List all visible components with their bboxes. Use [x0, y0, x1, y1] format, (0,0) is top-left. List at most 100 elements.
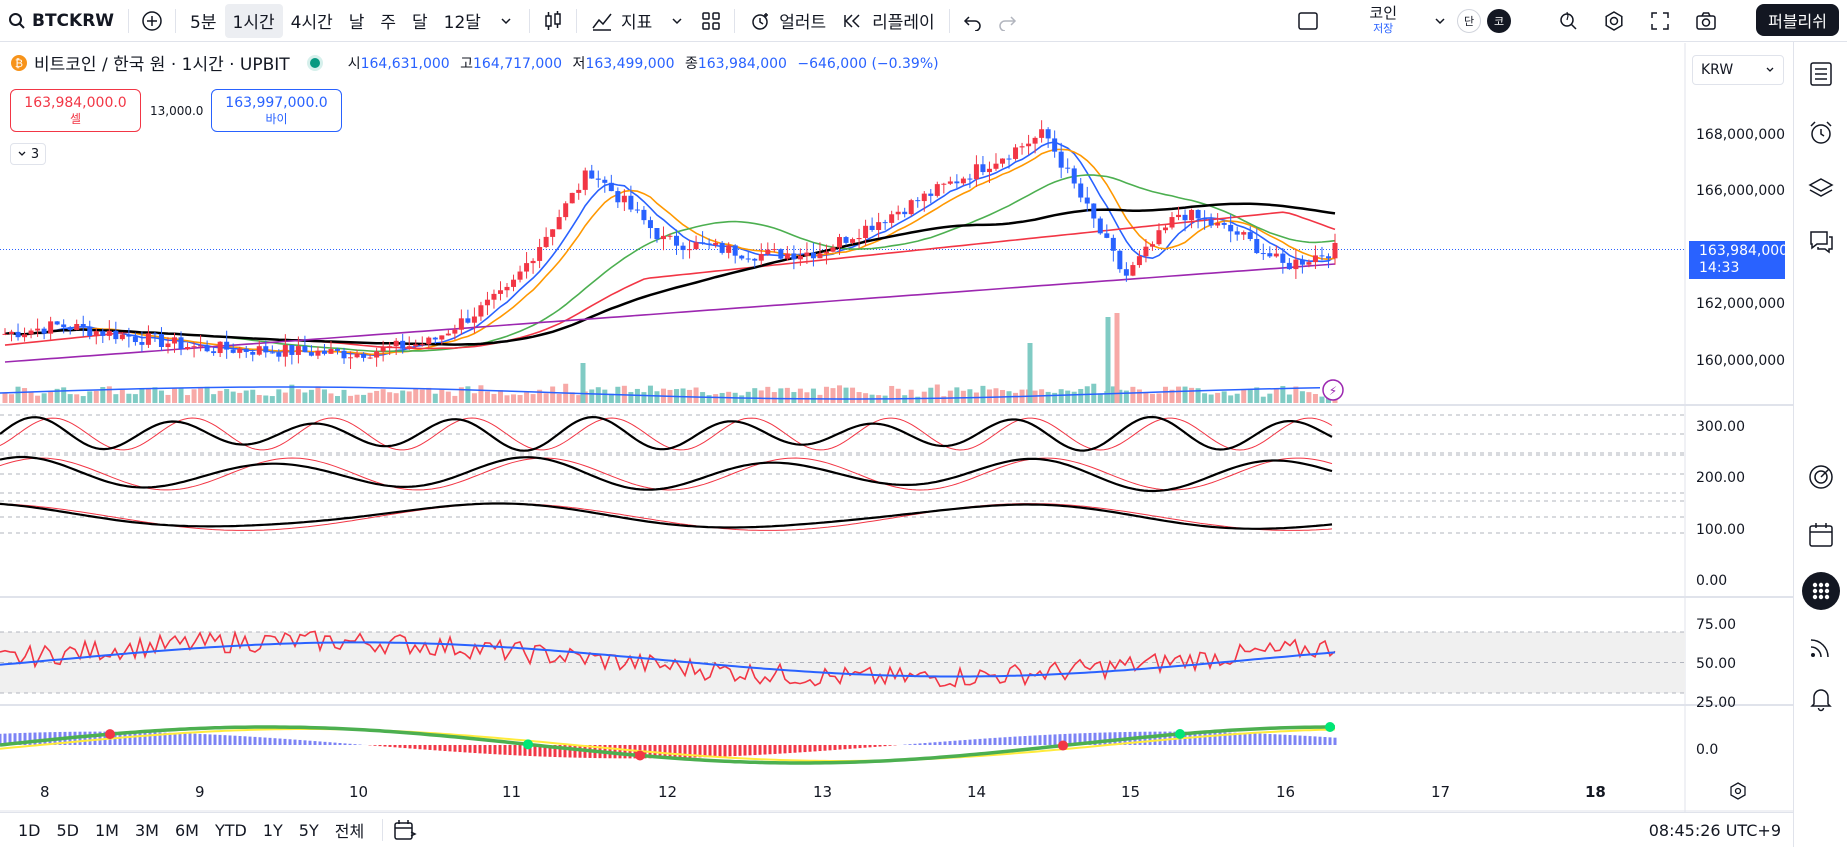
indicator-collapse-button[interactable]: 3 [10, 143, 46, 165]
price-chart[interactable]: ⚡ [0, 43, 1793, 813]
volume-bar [550, 386, 556, 403]
currency-select[interactable]: KRW [1692, 55, 1784, 85]
macd-histogram-bar [268, 737, 272, 745]
notifications-button[interactable] [1804, 682, 1838, 716]
candle-body [185, 347, 191, 350]
interval-1w[interactable]: 주 [380, 13, 397, 33]
macd-histogram-bar [748, 745, 752, 756]
interval-dropdown[interactable] [489, 4, 523, 38]
hotlist-button[interactable] [1804, 460, 1838, 494]
badge-b[interactable]: 코 [1487, 8, 1511, 33]
volume-bar [172, 388, 178, 403]
macd-histogram-bar [823, 745, 827, 751]
badge-a[interactable]: 단 [1457, 8, 1481, 33]
candle-body [1306, 262, 1312, 265]
sell-button[interactable]: 163,984,000.0 셀 [10, 89, 141, 132]
redo-button[interactable] [990, 4, 1024, 38]
volume-bar [354, 394, 360, 403]
range-1y[interactable]: 1Y [262, 820, 283, 840]
symbol-name: BTCKRW [32, 10, 115, 31]
candle-body [700, 242, 706, 244]
replay-button[interactable]: 리플레이 [834, 4, 943, 38]
macd-histogram-bar [223, 735, 227, 745]
range-ytd[interactable]: YTD [214, 820, 247, 840]
macd-histogram-bar [1223, 732, 1227, 745]
buy-button[interactable]: 163,997,000.0 바이 [211, 89, 342, 132]
grid-layout-icon [702, 11, 720, 30]
fullscreen-layout-button[interactable] [1291, 4, 1325, 38]
clock[interactable]: 08:45:26 UTC+9 [1648, 821, 1781, 840]
stream-button[interactable] [1804, 630, 1838, 664]
macd-histogram-bar [178, 733, 182, 745]
candle-body [328, 349, 334, 354]
volume-bar [1293, 386, 1299, 403]
interval-1mo[interactable]: 달 [412, 13, 428, 33]
snapshot-button[interactable] [1689, 4, 1723, 38]
quick-search-button[interactable] [1551, 4, 1585, 38]
candle-body [817, 253, 823, 259]
indicators-button[interactable]: 지표 [583, 4, 660, 38]
apps-button[interactable] [1802, 572, 1840, 610]
candle-body [74, 324, 80, 330]
volume-bar [328, 393, 334, 403]
volume-bar [1136, 389, 1142, 403]
divider [948, 8, 950, 33]
settings-button[interactable] [1597, 4, 1631, 38]
watchlist-button[interactable] [1804, 57, 1838, 91]
candle-body [1267, 253, 1273, 257]
range-6m[interactable]: 6M [174, 820, 199, 840]
macd-histogram-bar [963, 739, 967, 745]
candle-body [380, 346, 386, 352]
interval-5m[interactable]: 5분 [190, 13, 217, 33]
interval-1h[interactable]: 1시간 [224, 3, 283, 38]
axis-settings-button[interactable] [1729, 782, 1747, 804]
interval-1d[interactable]: 날 [348, 13, 365, 33]
range-5y[interactable]: 5Y [298, 820, 319, 840]
range-5d[interactable]: 5D [56, 820, 80, 840]
macd-histogram-bar [558, 745, 562, 758]
volume-bar [335, 396, 340, 403]
candle-body [67, 327, 73, 330]
range-1m[interactable]: 1M [95, 820, 119, 840]
indicators-dropdown[interactable] [660, 4, 694, 38]
macd-histogram-bar [498, 745, 502, 755]
divider [734, 8, 736, 33]
save-button[interactable]: 코인 저장 [1361, 4, 1405, 38]
range-1d[interactable]: 1D [18, 820, 41, 840]
publish-button[interactable]: 퍼블리쉬 [1756, 4, 1839, 36]
layout-button[interactable] [694, 4, 728, 38]
undo-button[interactable] [956, 4, 990, 38]
chevron-down-icon [672, 17, 682, 24]
symbol-search[interactable]: BTCKRW [0, 4, 122, 38]
macd-histogram-bar [1328, 737, 1332, 745]
add-symbol-button[interactable] [135, 4, 169, 38]
volume-bar [863, 393, 869, 403]
alerts-panel-button[interactable] [1804, 116, 1838, 150]
interval-4h[interactable]: 4시간 [290, 13, 333, 33]
fullscreen-button[interactable] [1643, 4, 1677, 38]
save-dropdown[interactable] [1423, 4, 1457, 38]
range-3m[interactable]: 3M [134, 820, 159, 840]
layers-button[interactable] [1804, 172, 1838, 206]
symbol-title[interactable]: 비트코인 / 한국 원 · 1시간 · UPBIT [34, 55, 290, 75]
candle-body [1260, 253, 1266, 255]
volume-bar [348, 395, 354, 403]
calendar-button[interactable] [1804, 518, 1838, 552]
alert-button[interactable]: 얼러트 [741, 4, 834, 38]
goto-date-button[interactable] [393, 819, 417, 841]
macd-histogram-bar [533, 745, 537, 757]
volume-bar [1078, 388, 1084, 403]
volume-bar [569, 392, 575, 403]
volume-bar [713, 394, 719, 403]
chat-button[interactable] [1804, 224, 1838, 258]
macd-histogram-bar [798, 745, 802, 753]
time-axis-label: 10 [349, 783, 369, 801]
range-all[interactable]: 전체 [334, 822, 365, 841]
interval-12mo[interactable]: 12달 [443, 13, 481, 33]
chart-type-button[interactable] [536, 4, 570, 38]
candle-body [843, 237, 849, 243]
volume-bar [823, 386, 829, 403]
time-axis-label: 16 [1276, 783, 1296, 801]
osc1-axis-label: 0.00 [1696, 573, 1728, 589]
volume-bar [837, 385, 843, 403]
